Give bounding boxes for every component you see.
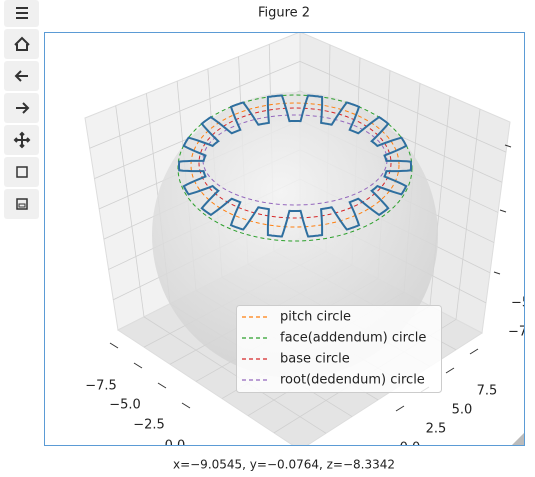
- grid-line: [455, 109, 481, 320]
- x-tick-label: −2.5: [133, 418, 165, 433]
- legend-label: face(addendum) circle: [280, 331, 426, 346]
- legend-label: base circle: [280, 352, 350, 367]
- face-circle: [177, 94, 413, 242]
- x-tick-label: −5.0: [109, 398, 141, 413]
- axes-3d: −7.5 −5.0 −2.5 0.0 7.5 5.0 2.5 0.0 −7 −5…: [84, 33, 530, 456]
- base-circle: [198, 107, 392, 219]
- status-text: x=−9.0545, y=−0.0764, z=−8.3342: [173, 458, 395, 472]
- legend-label: pitch circle: [280, 310, 351, 325]
- menu-button[interactable]: [4, 0, 39, 27]
- save-button[interactable]: [4, 189, 39, 219]
- window-title: Figure 2: [258, 6, 310, 21]
- zoom-button[interactable]: [4, 157, 39, 187]
- pan-button[interactable]: [4, 125, 39, 155]
- y-tick-label: 5.0: [452, 403, 473, 418]
- x-tick-label: 0.0: [165, 439, 186, 454]
- y-tick-label: 2.5: [426, 422, 447, 437]
- grid-line: [143, 316, 327, 434]
- back-button[interactable]: [4, 61, 39, 91]
- grid-line: [299, 61, 507, 153]
- y-tick-label: 7.5: [477, 384, 498, 399]
- resize-grip: [512, 433, 524, 445]
- grid-line: [115, 105, 145, 317]
- grid-line: [89, 61, 301, 149]
- legend-label: root(dedendum) circle: [280, 373, 425, 388]
- y-tick-label: 0.0: [400, 441, 421, 456]
- z-tick-label: −7: [508, 325, 527, 340]
- pitch-circle: [190, 102, 400, 228]
- x-tick-label: −7.5: [85, 379, 117, 394]
- home-button[interactable]: [4, 29, 39, 59]
- z-tick-label: −5: [511, 296, 530, 311]
- toolbar: [4, 0, 39, 219]
- legend: [236, 305, 442, 393]
- forward-button[interactable]: [4, 93, 39, 123]
- gear-profile: [178, 94, 412, 238]
